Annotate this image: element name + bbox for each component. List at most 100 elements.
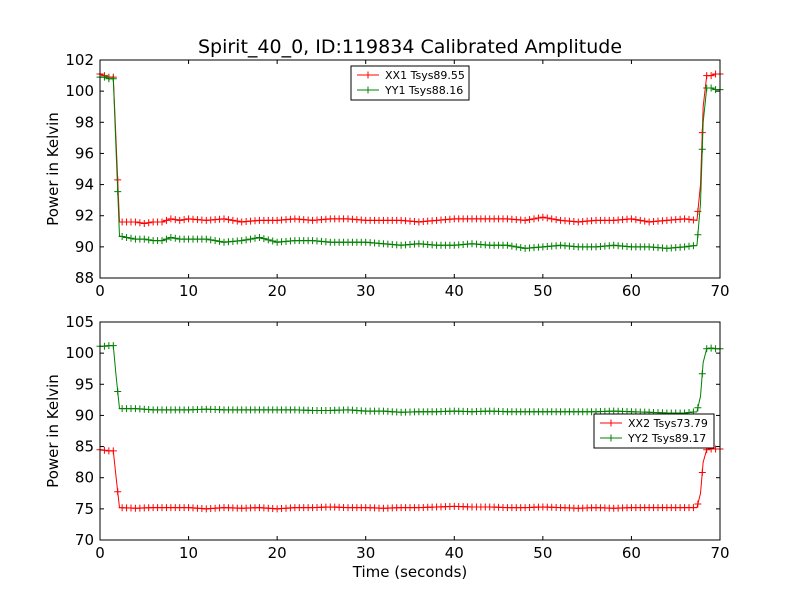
plus-marker xyxy=(689,504,697,512)
x-tick-label: 70 xyxy=(710,282,729,300)
plus-marker xyxy=(247,235,255,243)
plus-marker xyxy=(114,488,122,496)
plus-marker xyxy=(109,447,117,455)
legend-entry: XX2 Tsys73.79 xyxy=(600,417,708,430)
series-2-1 xyxy=(96,445,724,513)
plus-marker xyxy=(224,216,232,224)
plus-marker xyxy=(114,188,122,196)
y-tick-label: 70 xyxy=(75,531,94,549)
series-1-2 xyxy=(96,73,724,252)
y-axis-label: Power in Kelvin xyxy=(44,374,62,488)
y-tick-label: 85 xyxy=(75,438,94,456)
plus-marker xyxy=(707,344,715,352)
y-tick-label: 90 xyxy=(75,238,94,256)
plus-marker xyxy=(627,215,635,223)
plus-marker xyxy=(681,215,689,223)
plus-marker xyxy=(508,242,516,250)
legend-marker xyxy=(364,71,372,79)
plus-marker xyxy=(694,404,702,412)
plus-marker xyxy=(233,217,241,225)
plus-marker xyxy=(229,216,237,224)
plus-marker xyxy=(703,345,711,353)
x-axis-label: Time (seconds) xyxy=(352,563,468,581)
series-1-1 xyxy=(96,70,724,227)
plus-marker xyxy=(685,242,693,250)
x-tick-label: 0 xyxy=(95,544,105,562)
plus-marker xyxy=(180,216,188,224)
legend-marker xyxy=(607,434,615,442)
legend-label: XX1 Tsys89.55 xyxy=(385,69,465,82)
plus-marker xyxy=(264,236,272,244)
plus-marker xyxy=(707,72,715,80)
plus-marker xyxy=(162,235,170,243)
plus-marker xyxy=(171,234,179,242)
plus-marker xyxy=(140,220,148,227)
series-line xyxy=(100,345,720,414)
y-tick-label: 75 xyxy=(75,500,94,518)
y-tick-label: 95 xyxy=(75,375,94,393)
chart-title: Spirit_40_0, ID:119834 Calibrated Amplit… xyxy=(198,36,622,58)
legend-label: YY1 Tsys88.16 xyxy=(384,84,463,97)
y-tick-label: 96 xyxy=(75,144,94,162)
x-tick-label: 60 xyxy=(622,544,641,562)
plus-marker xyxy=(211,237,219,245)
plus-marker xyxy=(242,236,250,244)
plus-marker xyxy=(255,234,263,242)
x-tick-label: 70 xyxy=(710,544,729,562)
x-tick-label: 50 xyxy=(533,544,552,562)
plot-frame xyxy=(99,59,721,279)
series-2-2 xyxy=(96,342,724,417)
plus-marker xyxy=(123,234,131,242)
plus-marker xyxy=(526,216,534,224)
legend-entry: YY2 Tsys89.17 xyxy=(600,432,706,445)
y-axis-label: Power in Kelvin xyxy=(44,112,62,226)
plus-marker xyxy=(681,243,689,251)
plus-marker xyxy=(251,234,259,242)
y-tick-label: 80 xyxy=(75,469,94,487)
plus-marker xyxy=(530,215,538,223)
legend-label: XX2 Tsys73.79 xyxy=(628,417,708,430)
plus-marker xyxy=(543,214,551,222)
x-tick-label: 0 xyxy=(95,282,105,300)
y-tick-label: 92 xyxy=(75,207,94,225)
plus-marker xyxy=(698,145,706,153)
legend: XX1 Tsys89.55 YY1 Tsys88.16 xyxy=(350,65,470,101)
plus-marker xyxy=(167,215,175,223)
series-markers xyxy=(96,342,724,417)
plus-marker xyxy=(158,237,166,245)
plus-marker xyxy=(176,216,184,224)
x-tick-label: 40 xyxy=(445,544,464,562)
plus-marker xyxy=(698,370,706,378)
x-tick-label: 40 xyxy=(445,282,464,300)
plus-marker xyxy=(202,235,210,243)
plus-marker xyxy=(698,469,706,477)
x-tick-label: 10 xyxy=(179,282,198,300)
legend-box xyxy=(593,413,715,449)
plus-marker xyxy=(145,219,153,227)
plus-marker xyxy=(548,215,556,223)
y-tick-label: 88 xyxy=(75,269,94,287)
plus-marker xyxy=(220,215,228,223)
plus-marker xyxy=(539,213,547,221)
series-markers xyxy=(96,70,724,227)
legend: XX2 Tsys73.79 YY2 Tsys89.17 xyxy=(593,413,715,449)
plus-marker xyxy=(552,216,560,224)
plus-marker xyxy=(632,216,640,224)
plus-marker xyxy=(685,215,693,223)
plus-marker xyxy=(100,446,108,454)
x-tick-label: 30 xyxy=(356,544,375,562)
y-tick-label: 105 xyxy=(65,313,94,331)
y-tick-label: 94 xyxy=(75,176,94,194)
plus-marker xyxy=(118,233,126,241)
y-tick-label: 98 xyxy=(75,113,94,131)
plus-marker xyxy=(109,75,117,83)
plus-marker xyxy=(694,231,702,239)
y-tick-label: 100 xyxy=(65,82,94,100)
y-tick-label: 90 xyxy=(75,406,94,424)
plus-marker xyxy=(100,73,108,81)
legend-marker xyxy=(607,419,615,427)
plus-marker xyxy=(707,84,715,92)
plus-marker xyxy=(517,244,525,252)
plus-marker xyxy=(636,216,644,224)
